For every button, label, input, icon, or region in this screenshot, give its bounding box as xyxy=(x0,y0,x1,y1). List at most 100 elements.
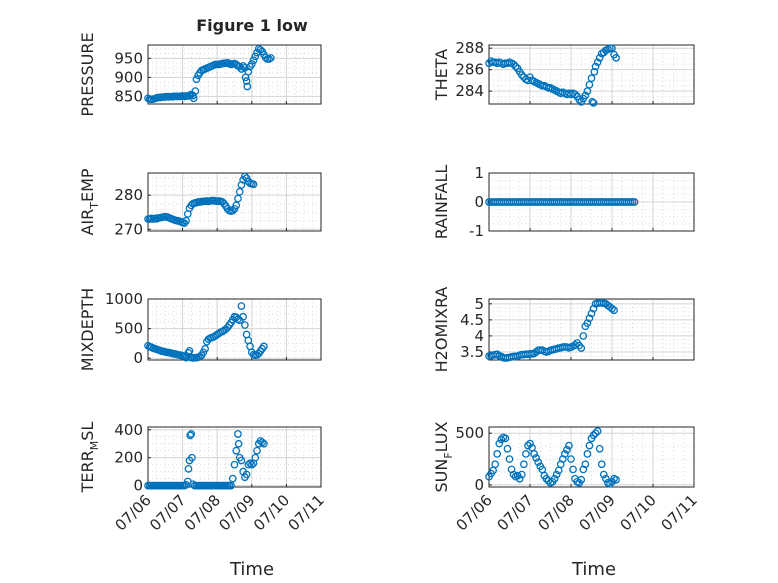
data-point xyxy=(232,446,241,455)
x-tick-label: 07/08 xyxy=(535,491,578,534)
data-point xyxy=(242,77,251,86)
y-axis-label: SUNFLUX xyxy=(432,421,455,492)
y-axis-label: THETA xyxy=(432,49,451,101)
data-point xyxy=(493,450,502,458)
data-point xyxy=(590,67,599,76)
data-point xyxy=(542,474,551,483)
axes-box xyxy=(147,298,322,361)
data-point xyxy=(519,460,528,469)
data-point xyxy=(192,75,201,84)
data-point xyxy=(612,475,620,484)
data-point xyxy=(526,439,534,448)
data-point xyxy=(522,450,530,458)
x-tick-label: 07/11 xyxy=(658,491,701,534)
data-point xyxy=(249,180,258,189)
data-point xyxy=(583,319,592,327)
data-point xyxy=(589,99,598,107)
data-point xyxy=(237,181,246,189)
y-axis-label: TERRMSL xyxy=(78,422,101,494)
data-point xyxy=(242,470,251,479)
x-tick-label: 07/09 xyxy=(215,491,258,534)
y-tick-label: 500 xyxy=(455,424,484,442)
x-axis-label-right: Time xyxy=(571,559,616,580)
x-tick-label: 07/08 xyxy=(181,491,224,534)
data-point xyxy=(511,62,520,71)
data-point xyxy=(517,470,526,479)
data-point xyxy=(530,450,538,458)
data-point xyxy=(591,429,600,438)
data-point xyxy=(550,474,559,483)
y-tick-label: 3.5 xyxy=(460,343,484,361)
data-point xyxy=(563,445,571,454)
data-point xyxy=(251,52,260,61)
data-point xyxy=(241,172,249,181)
y-tick-label: 1 xyxy=(474,164,484,182)
data-point xyxy=(237,456,246,465)
y-tick-label: 0 xyxy=(474,193,484,211)
data-point xyxy=(237,302,246,310)
data-point xyxy=(253,446,261,455)
y-tick-label: 284 xyxy=(455,82,484,100)
data-point xyxy=(497,435,506,444)
data-point xyxy=(232,201,241,210)
y-axis-label: H2OMIXRA xyxy=(432,287,451,373)
data-point xyxy=(244,460,253,469)
data-point xyxy=(608,304,616,313)
plot-area xyxy=(147,298,322,361)
data-point xyxy=(581,460,590,469)
y-tick-label: 280 xyxy=(114,186,143,204)
data-point xyxy=(565,441,573,450)
data-point xyxy=(191,87,200,95)
data-point xyxy=(234,439,243,448)
y-tick-label: -1 xyxy=(469,222,484,240)
data-point xyxy=(184,465,193,473)
data-point xyxy=(493,350,502,359)
x-tick-label: 07/07 xyxy=(146,491,189,534)
data-point xyxy=(495,439,504,448)
data-point xyxy=(560,450,569,458)
axes-box xyxy=(488,44,695,105)
data-point xyxy=(503,444,512,453)
data-point xyxy=(610,306,618,315)
axes-box xyxy=(147,44,322,105)
subplot-airtemp: 270 280 AIRTEMP xyxy=(78,168,322,238)
data-point xyxy=(244,67,253,76)
y-tick-label: 850 xyxy=(114,87,143,105)
data-point xyxy=(571,341,579,349)
data-point xyxy=(188,453,196,462)
data-point xyxy=(258,438,267,447)
y-axis-label: PRESSURE xyxy=(78,32,97,116)
data-point xyxy=(227,481,235,490)
data-point xyxy=(243,82,252,91)
x-tick-label: 07/07 xyxy=(494,491,537,534)
data-point xyxy=(201,344,209,353)
data-point xyxy=(532,454,541,462)
data-point xyxy=(587,309,596,318)
data-point xyxy=(583,450,592,458)
data-point xyxy=(246,459,254,468)
data-point xyxy=(588,98,597,106)
data-point xyxy=(186,431,195,440)
x-tick-label: 07/06 xyxy=(453,491,496,534)
data-point xyxy=(247,60,256,68)
data-point xyxy=(234,194,242,203)
x-axis-label-left: Time xyxy=(229,559,274,580)
data-point xyxy=(509,60,518,69)
data-point xyxy=(591,62,600,71)
data-point xyxy=(587,74,596,83)
data-point xyxy=(577,344,586,352)
data-point xyxy=(595,54,604,62)
axes-box xyxy=(488,426,695,488)
x-tick-label: 07/06 xyxy=(112,491,155,534)
data-point xyxy=(491,460,499,469)
data-point xyxy=(189,94,198,103)
data-point xyxy=(593,427,602,435)
data-point xyxy=(581,91,590,100)
data-point xyxy=(579,332,588,340)
data-point xyxy=(585,441,594,450)
y-tick-label: 1000 xyxy=(105,290,143,308)
data-point xyxy=(189,480,197,489)
